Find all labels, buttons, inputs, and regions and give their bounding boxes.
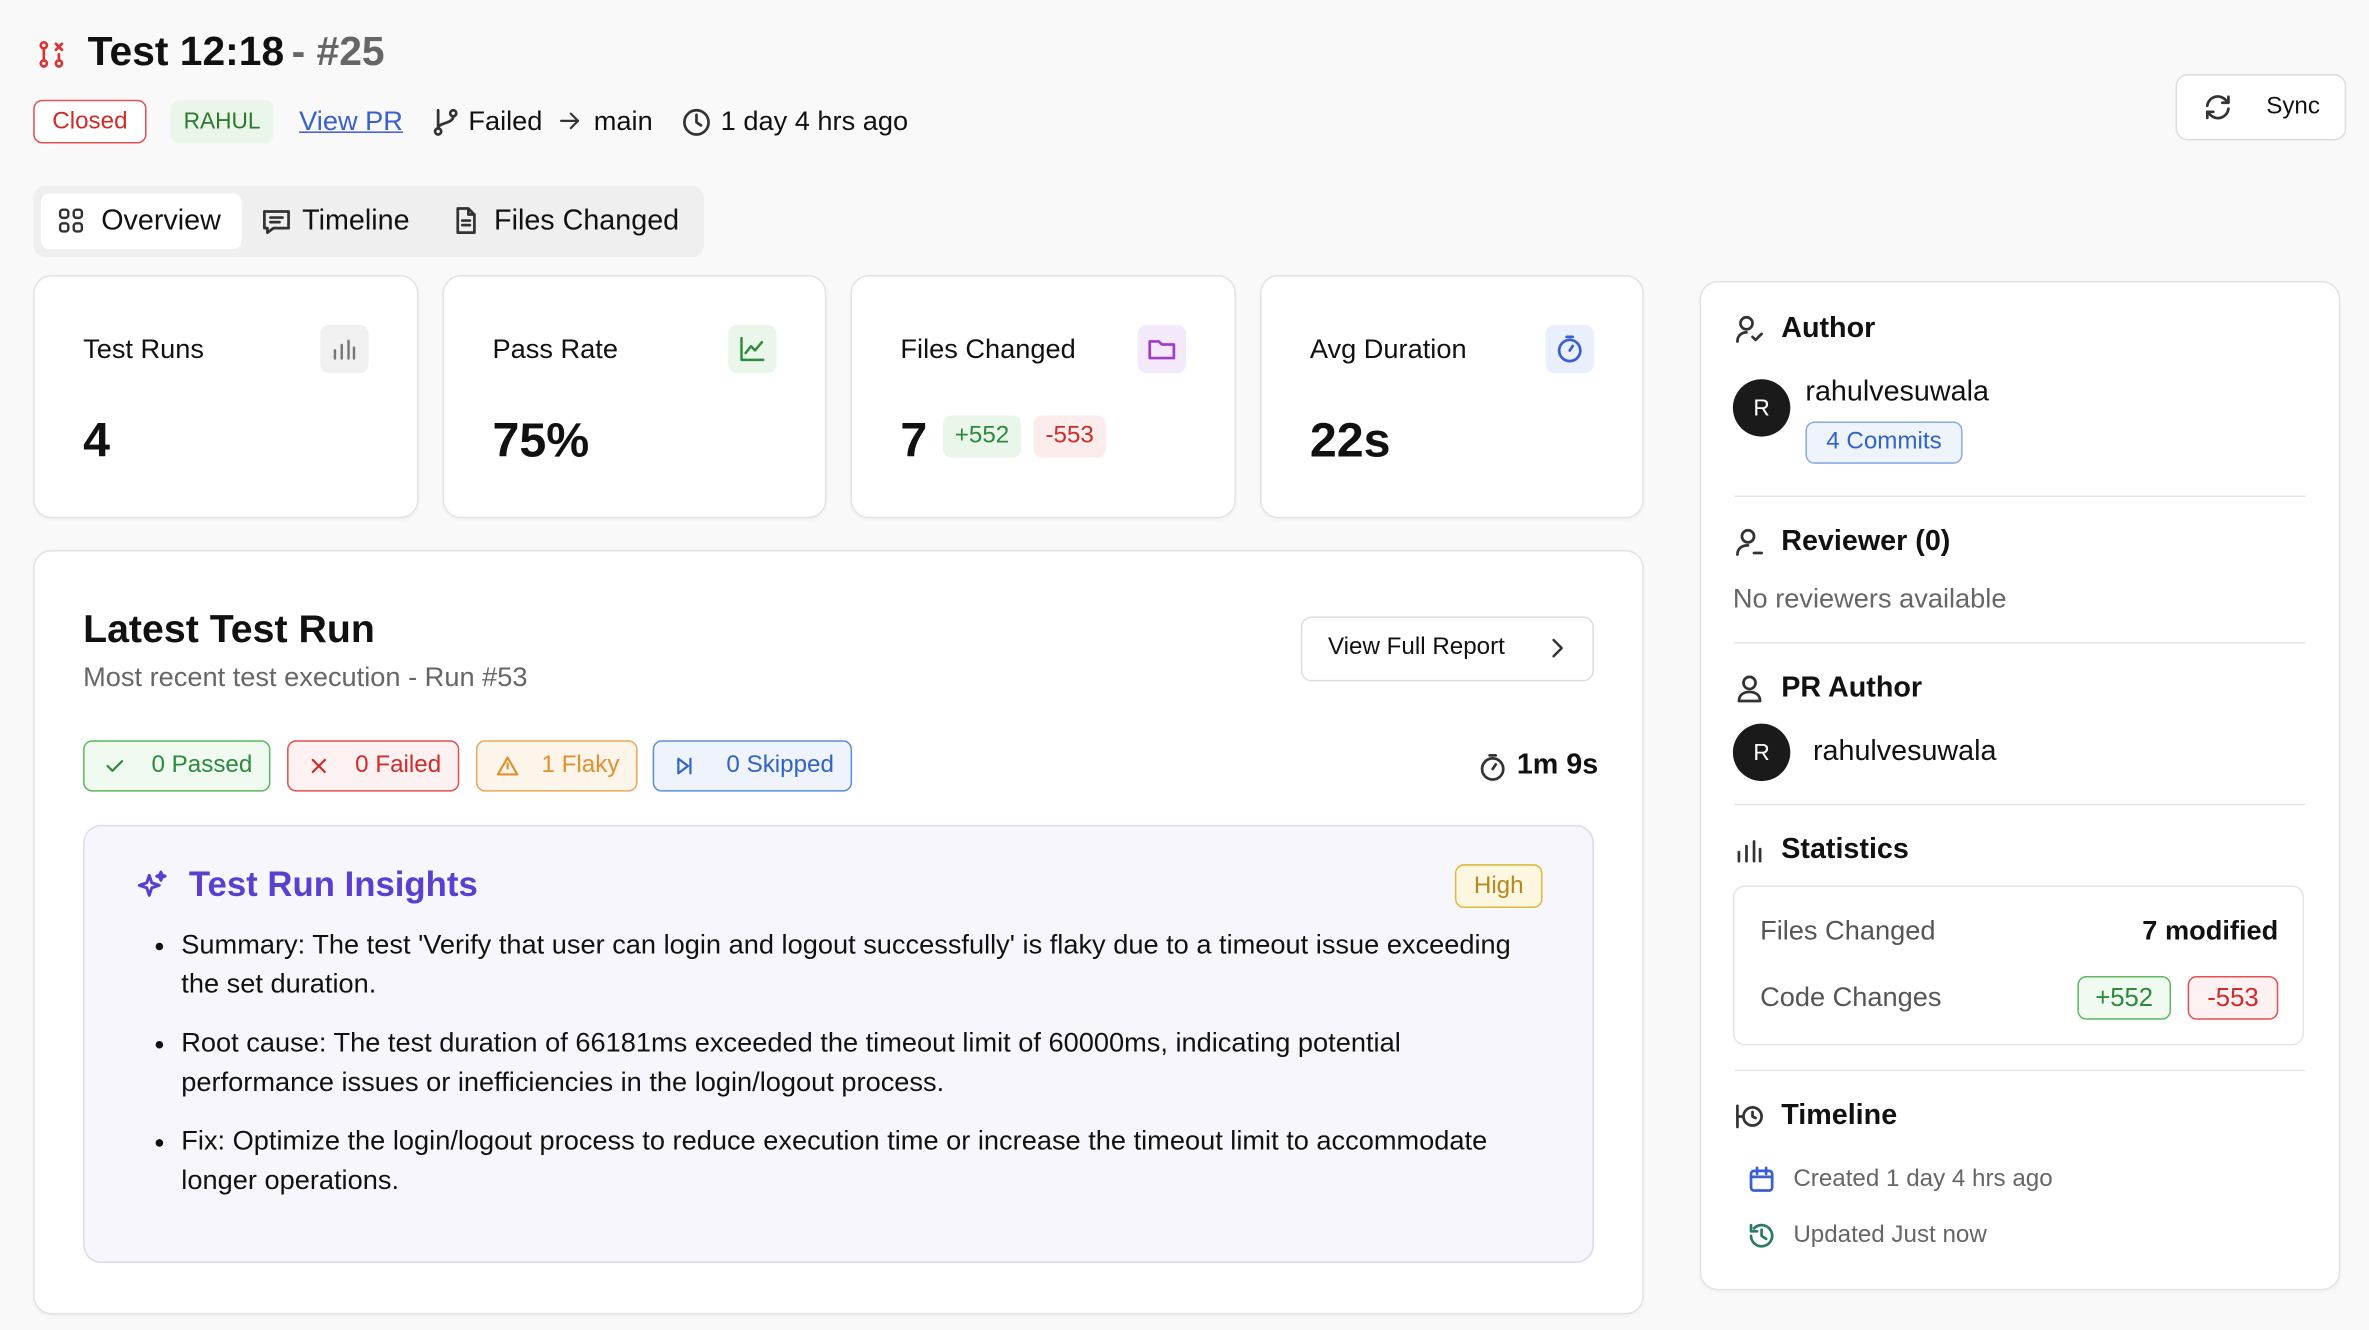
user-badge: RAHUL [170, 99, 274, 144]
avatar: R [1732, 379, 1791, 437]
sidebar: Author R rahulvesuwala 4 Commits Reviewe… [1699, 281, 2341, 1291]
arrow-icon [560, 112, 580, 130]
warn-icon [496, 756, 519, 776]
insight: Summary: The test 'Verify that user can … [181, 925, 1541, 1004]
heading: PR Author [1781, 672, 1923, 705]
insights-title: Test Run Insights [188, 864, 478, 904]
stat-card: Test Runs 4 [33, 274, 419, 519]
author-name: rahulvesuwala [1812, 735, 1997, 768]
updated: Updated Just now [1793, 1222, 1987, 1248]
added-badge: +552 [942, 415, 1022, 458]
timeline-icon [263, 210, 290, 235]
status-badge: Closed [33, 99, 147, 144]
created: Created 1 day 4 hrs ago [1793, 1166, 2053, 1193]
divider [1734, 1069, 2306, 1072]
stat-icon [1545, 324, 1594, 374]
clock-icon [683, 108, 710, 136]
avatar: R [1732, 723, 1791, 782]
overview-icon [58, 208, 84, 233]
heading: Statistics [1781, 833, 1909, 866]
failed-badge: 0 Failed [287, 740, 460, 792]
skip-icon [677, 757, 692, 775]
stat-card: Pass Rate 75% [442, 274, 827, 519]
author-name: rahulvesuwala [1805, 376, 1989, 408]
stat-value: 4 [83, 412, 110, 467]
title: Test 12:18 [87, 28, 285, 75]
reviewer-icon [1736, 528, 1763, 556]
tab-bar: Overview Timeline Files Changed [33, 185, 705, 257]
section-subtitle: Most recent test execution - Run #53 [83, 661, 528, 692]
stat-value: 7 [900, 412, 928, 467]
stat-icon [320, 324, 369, 374]
stat-card: Files Changed 7 +552 -553 [850, 274, 1236, 519]
stat-value: 22s [1309, 412, 1391, 467]
stat-label: Files Changed [900, 333, 1076, 365]
section-title: Latest Test Run [83, 605, 375, 652]
stat-label: Files Changed [1760, 915, 1936, 946]
latest-run-card: Latest Test Run Most recent test executi… [33, 549, 1644, 1315]
chevron [1552, 638, 1563, 658]
tab-active-bg [40, 193, 242, 250]
stat-label: Pass Rate [492, 333, 618, 365]
empty-text: No reviewers available [1732, 583, 2007, 614]
stat-label: Test Runs [83, 333, 205, 365]
skipped-badge: 0 Skipped [652, 740, 853, 792]
heading: Reviewer (0) [1781, 525, 1951, 558]
commits-badge: 4 Commits [1805, 421, 1963, 464]
duration: 1m 9s [1516, 749, 1599, 782]
removed-badge: -553 [2187, 975, 2279, 1020]
stat-card: Avg Duration 22s [1260, 274, 1644, 519]
x-icon [311, 758, 326, 774]
time-ago: 1 day 4 hrs ago [720, 105, 909, 136]
insight: Root cause: The test duration of 66181ms… [181, 1023, 1541, 1102]
files-icon [456, 207, 476, 235]
stat-icon [1137, 324, 1186, 374]
tab[interactable]: Timeline [302, 205, 410, 238]
stat-value: 7 modified [2142, 915, 2279, 946]
calendar-icon [1749, 1166, 1774, 1192]
stat-label: Avg Duration [1309, 333, 1467, 365]
sync-button[interactable]: Sync [2175, 74, 2347, 141]
stat-label: Code Changes [1760, 982, 1942, 1013]
pr-number: - #25 [291, 28, 385, 75]
stat-icon [728, 324, 777, 374]
divider [1734, 642, 2306, 644]
added-badge: +552 [2077, 975, 2172, 1020]
branch-to: main [593, 105, 653, 136]
history-icon [1749, 1223, 1774, 1248]
stats-box: Files Changed 7 modified Code Changes +5… [1732, 885, 2304, 1046]
author-icon [1736, 315, 1763, 343]
tab[interactable]: Files Changed [494, 205, 680, 238]
insights-list: Summary: The test 'Verify that user can … [85, 925, 1541, 1220]
insights-panel: Test Run Insights High Summary: The test… [83, 824, 1594, 1264]
report-label: View Full Report [1327, 634, 1505, 661]
pr-icon [39, 40, 64, 68]
divider [1734, 803, 2306, 806]
report-button[interactable]: View Full Report [1300, 616, 1594, 682]
sparkle-icon [137, 870, 167, 897]
sync-label: Sync [2266, 93, 2320, 120]
check-icon [106, 760, 124, 772]
heading: Timeline [1781, 1099, 1898, 1132]
tab[interactable]: Overview [101, 205, 221, 238]
heading: Author [1781, 312, 1876, 345]
sync-icon [2205, 95, 2230, 120]
branch-from: Failed [468, 105, 543, 136]
priority-badge: High [1454, 864, 1543, 908]
user-icon [1737, 675, 1762, 703]
passed-badge: 0 Passed [83, 740, 271, 792]
timeline-icon [1736, 1104, 1763, 1129]
view-pr-link[interactable]: View PR [299, 105, 403, 136]
removed-badge: -553 [1033, 415, 1106, 458]
stats-icon [1737, 840, 1762, 863]
branch-icon [433, 108, 458, 136]
timer-icon [1480, 754, 1505, 781]
insight: Fix: Optimize the login/logout process t… [181, 1121, 1541, 1200]
divider [1734, 495, 2306, 498]
stat-value: 75% [492, 412, 590, 467]
